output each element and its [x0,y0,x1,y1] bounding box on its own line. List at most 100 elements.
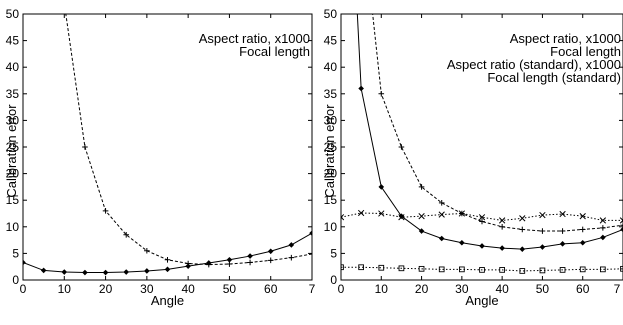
y-tick-label: 5 [12,246,19,260]
data-point [418,184,425,190]
data-point [418,265,425,272]
y-tick-label: 25 [324,140,338,154]
x-tick-label: 10 [58,282,72,296]
data-point [378,91,385,97]
data-point [499,267,505,273]
y-tick-label: 25 [6,140,20,154]
data-point [620,222,623,229]
legend-entry: Focal length (standard) [487,70,621,85]
data-point [247,259,253,266]
data-point [185,260,191,267]
series-2 [65,14,312,268]
series-1 [356,14,623,252]
data-point [288,254,295,261]
data-point [40,267,47,274]
data-point [559,267,566,273]
y-tick-label: 35 [324,87,338,101]
legend-entry: Aspect ratio, x1000 [199,31,310,46]
y-tick-label: 40 [324,60,338,74]
y-tick-label: 30 [6,113,20,127]
data-point [358,85,364,92]
data-point [459,266,465,273]
x-axis-label: Angle [151,293,184,308]
data-point [478,214,486,221]
data-point [438,211,445,218]
data-point [102,208,109,214]
y-tick-label: 50 [324,7,338,21]
series-line [341,266,623,272]
x-tick-label: 7 [309,282,316,296]
data-point [226,256,233,263]
data-point [102,269,109,276]
x-tick-label: 20 [99,282,113,296]
data-point [418,228,425,234]
data-point [458,210,466,217]
data-point [539,267,546,274]
data-point [438,235,445,242]
y-axis-label: Calibration error [4,104,19,198]
series-1 [23,230,312,276]
data-point [164,266,171,273]
series-3 [341,209,623,224]
y-tick-label: 35 [6,87,20,101]
data-point [600,234,606,241]
data-point [398,265,405,272]
x-tick-label: 50 [536,282,550,296]
data-point [519,246,526,252]
data-point [309,251,312,257]
series-4 [341,264,623,274]
data-point [519,226,526,233]
data-point [378,184,385,190]
data-point [559,228,566,234]
data-point [499,245,505,251]
y-tick-label: 45 [6,34,20,48]
y-tick-label: 45 [324,34,338,48]
data-point [559,241,566,247]
y-tick-label: 0 [12,273,19,287]
data-point [144,268,150,274]
data-point [418,213,425,220]
data-point [341,264,344,271]
data-point [619,217,623,224]
data-point [459,239,465,246]
legend-entry: Aspect ratio, x1000 [510,31,621,46]
data-point [288,242,295,248]
chart-panel-1: 0 5 10 15 20 25 30 35 40 45 50 0 10 20 30 40 50 60 7 Angle C… [4,7,316,308]
data-point [309,230,312,236]
data-point [519,215,526,222]
y-tick-label: 0 [330,273,337,287]
data-point [267,248,274,255]
x-tick-label: 40 [495,282,509,296]
data-point [579,239,586,246]
data-point [23,259,26,266]
legend-entry: Focal length [550,44,621,59]
data-point [378,264,385,271]
data-point [144,247,150,254]
x-tick-label: 20 [415,282,429,296]
data-point [479,267,485,273]
y-tick-label: 40 [6,60,20,74]
y-tick-label: 20 [324,167,338,181]
data-point [600,225,606,231]
x-tick-label: 30 [140,282,154,296]
data-point [267,257,274,264]
data-point [479,218,485,225]
x-tick-label: 60 [264,282,278,296]
data-point [82,144,88,150]
x-tick-label: 40 [181,282,195,296]
x-tick-label: 50 [223,282,237,296]
data-point [205,261,212,268]
data-point [82,269,88,276]
x-tick-label: 7 [614,282,621,296]
data-point [539,244,546,250]
data-point [479,243,485,249]
data-point [247,253,253,259]
series-line [372,14,623,232]
x-axis-label: Angle [465,293,498,308]
x-tick-label: 10 [375,282,389,296]
legend-entry: Focal length [239,44,310,59]
data-point [579,266,586,273]
data-point [620,226,623,233]
data-point [398,144,405,150]
